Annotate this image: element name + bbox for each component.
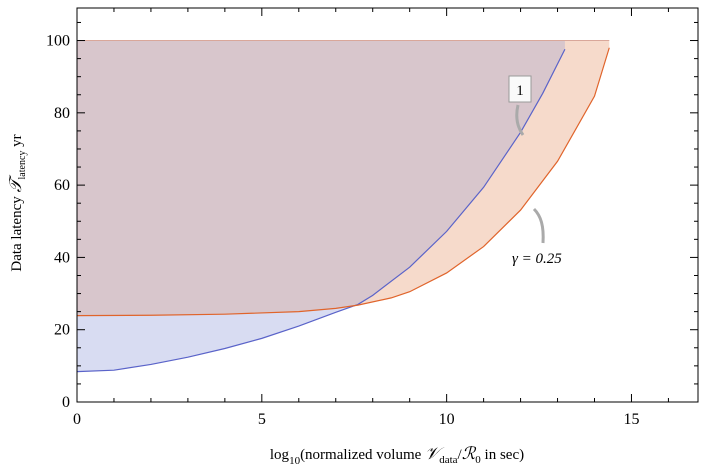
x-tick-label: 10: [439, 411, 455, 428]
y-axis-title: Data latency 𝒯latency yr: [6, 134, 28, 271]
plot-border: [76, 7, 699, 403]
fill-regions: [77, 40, 610, 372]
x-tick-label: 15: [623, 411, 639, 428]
y-tick-label: 20: [54, 322, 70, 339]
y-tick-label: 80: [54, 105, 70, 122]
series-1-label: 1: [516, 83, 524, 99]
plot-frame: [76, 7, 699, 403]
y-tick-label: 40: [54, 249, 70, 266]
series-2-annotation: γ = 0.25: [512, 207, 562, 267]
axis-ticks: [76, 8, 698, 403]
series-2-pointer: [532, 207, 545, 244]
series-2-line: [76, 47, 610, 317]
series-2-label: γ = 0.25: [512, 251, 562, 267]
tick-labels: 0 5 10 15 0 20 40 60 80 100: [46, 33, 639, 428]
y-tick-label: 60: [54, 177, 70, 194]
series-1-label-box: [508, 75, 532, 103]
series-1-annotation: 1: [508, 75, 532, 136]
curve-lines: [76, 47, 610, 373]
x-tick-label: 0: [73, 411, 81, 428]
y-tick-label: 0: [62, 394, 70, 411]
y-tick-label: 100: [46, 33, 70, 50]
x-axis-title: log10(normalized volume 𝒱data/ℛ0 in sec): [270, 444, 524, 467]
x-tick-label: 5: [258, 411, 266, 428]
series-1-line: [76, 48, 566, 373]
series-1-pointer: [515, 104, 525, 136]
